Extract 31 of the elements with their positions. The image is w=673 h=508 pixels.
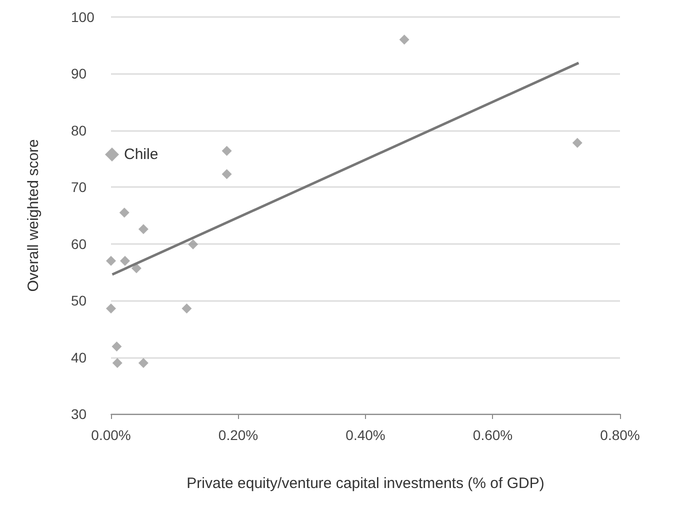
point [106,256,116,266]
x-axis-title: Private equity/venture capital investments (% of GDP) [186,475,544,492]
y-tick-label: 50 [71,292,87,309]
point [120,256,130,266]
point [112,358,122,368]
y-tick-label: 70 [71,179,87,196]
x-tick-label: 0.60% [472,427,513,443]
y-tick-label: 80 [71,122,87,138]
y-tick-label: 30 [71,406,87,422]
x-tick-label: 0.40% [346,427,386,443]
y-tick-label: 100 [71,9,95,25]
point [188,239,198,250]
x-tick-label: 0.20% [218,427,258,443]
y-tick-label: 60 [71,236,87,252]
point [399,34,410,45]
y-tick-label: 90 [71,66,87,82]
point [138,224,148,234]
point [222,146,232,156]
point [119,208,130,218]
point [131,263,142,274]
legend-label: Chile [124,146,158,163]
y-tick-label: 40 [71,349,87,366]
point [572,138,582,148]
x-tick-label: 0.80% [600,427,640,443]
y-axis-title: Overall weighted score [25,139,42,292]
point [106,304,116,314]
point [222,169,232,180]
point [112,342,122,352]
x-tick-label: 0.00% [91,427,131,443]
point [182,304,192,314]
point [138,358,148,368]
